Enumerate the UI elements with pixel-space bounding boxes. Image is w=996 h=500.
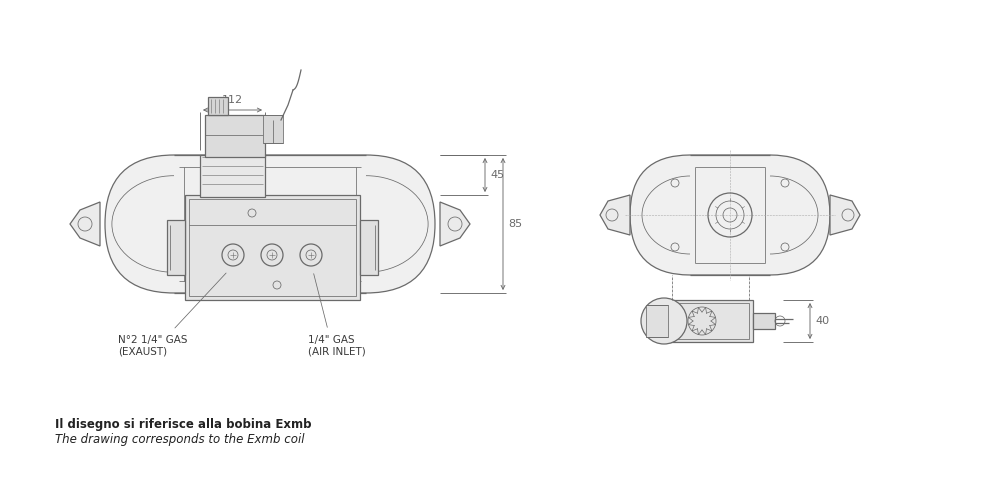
FancyBboxPatch shape bbox=[630, 155, 830, 275]
Text: The drawing corresponds to the Exmb coil: The drawing corresponds to the Exmb coil bbox=[55, 433, 305, 446]
Text: Il disegno si riferisce alla bobina Exmb: Il disegno si riferisce alla bobina Exmb bbox=[55, 418, 312, 431]
Text: (EXAUST): (EXAUST) bbox=[118, 347, 167, 357]
Bar bbox=[205, 115, 265, 157]
Bar bbox=[185, 195, 360, 300]
Polygon shape bbox=[440, 202, 470, 246]
Circle shape bbox=[641, 298, 687, 344]
FancyBboxPatch shape bbox=[105, 155, 435, 293]
Text: 85: 85 bbox=[508, 219, 522, 229]
Bar bbox=[189, 199, 356, 296]
Text: 112: 112 bbox=[222, 95, 243, 105]
Bar bbox=[672, 303, 749, 339]
Bar bbox=[200, 155, 265, 197]
Text: 45: 45 bbox=[490, 170, 504, 180]
Polygon shape bbox=[830, 195, 860, 235]
Polygon shape bbox=[600, 195, 630, 235]
Polygon shape bbox=[70, 202, 100, 246]
Bar bbox=[646, 305, 668, 337]
Bar bbox=[360, 220, 378, 275]
Text: N°2 1/4" GAS: N°2 1/4" GAS bbox=[118, 335, 187, 345]
Text: 40: 40 bbox=[815, 316, 829, 326]
Bar bbox=[208, 97, 228, 115]
Text: 1/4" GAS: 1/4" GAS bbox=[308, 335, 355, 345]
Bar bbox=[753, 313, 775, 329]
Text: (AIR INLET): (AIR INLET) bbox=[308, 347, 366, 357]
Bar bbox=[668, 300, 753, 342]
Bar bbox=[263, 115, 283, 143]
Bar bbox=[167, 220, 185, 275]
